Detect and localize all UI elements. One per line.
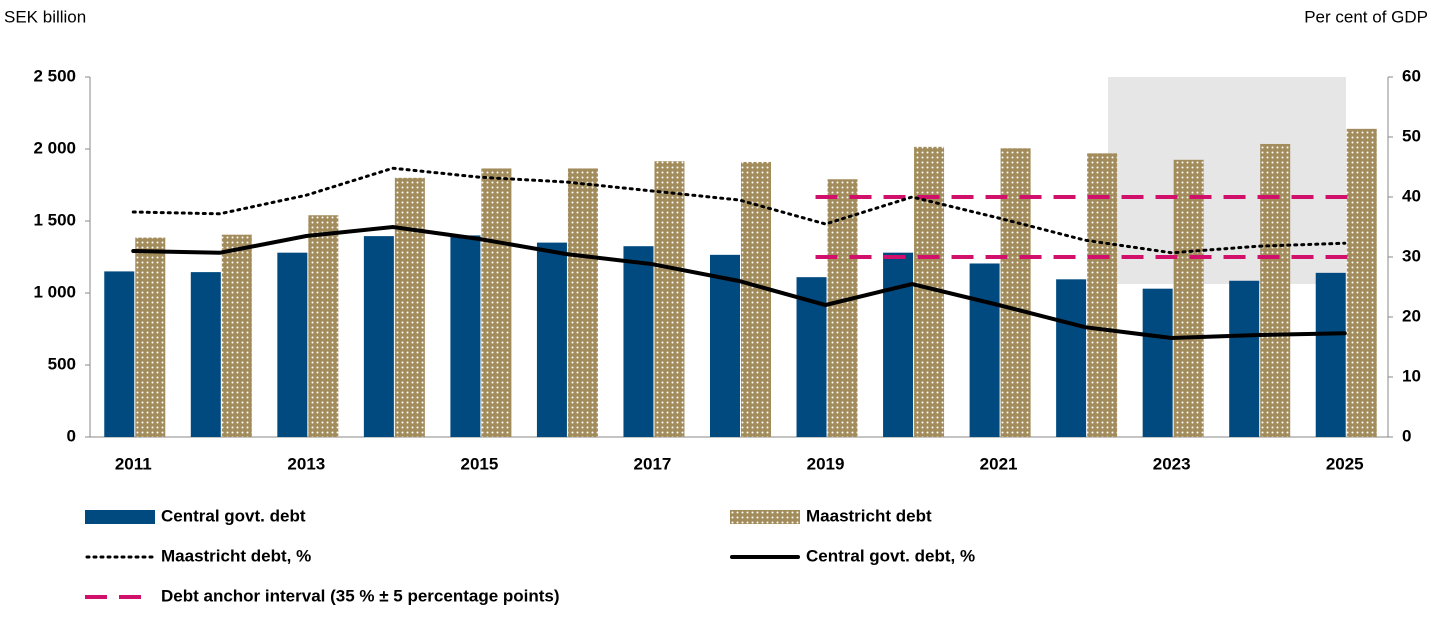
bar [623, 246, 654, 437]
y-axis-title: SEK billion [4, 7, 86, 26]
legend-swatch [85, 510, 155, 524]
bar [1056, 279, 1087, 437]
y2-tick-label: 40 [1402, 186, 1421, 205]
x-tick-label: 2025 [1326, 454, 1364, 473]
legend-label: Maastricht debt, % [161, 546, 311, 565]
y-tick-label: 0 [67, 426, 76, 445]
bar [394, 177, 425, 438]
bar [1000, 148, 1031, 437]
bar [710, 254, 740, 437]
bar [1346, 128, 1377, 437]
y2-tick-label: 30 [1402, 246, 1421, 265]
y2-axis-title: Per cent of GDP [1304, 7, 1428, 26]
bar [1315, 272, 1346, 437]
bar [135, 237, 166, 437]
bar [741, 161, 771, 437]
y-tick-label: 2 000 [33, 138, 76, 157]
forecast-shade [1108, 77, 1346, 284]
legend-label: Central govt. debt, % [806, 546, 975, 565]
y2-tick-label: 10 [1402, 366, 1421, 385]
bar [536, 242, 567, 437]
bar [1142, 288, 1173, 437]
bar [883, 252, 914, 437]
bar [308, 215, 339, 437]
x-tick-label: 2023 [1153, 454, 1191, 473]
bar [221, 234, 252, 437]
bar [567, 168, 598, 437]
bar [481, 168, 512, 437]
line-series [131, 224, 1347, 341]
bar [654, 161, 685, 438]
x-tick-label: 2013 [287, 454, 325, 473]
bar [450, 235, 481, 437]
y-tick-label: 2 500 [33, 66, 76, 85]
x-tick-label: 2021 [980, 454, 1018, 473]
x-tick-label: 2019 [807, 454, 845, 473]
y2-tick-label: 50 [1402, 126, 1421, 145]
bar [363, 236, 394, 437]
y-tick-label: 1 000 [33, 282, 76, 301]
bar [190, 272, 221, 437]
bar [969, 263, 1000, 437]
legend-swatch [730, 510, 800, 524]
legend-label: Debt anchor interval (35 % ± 5 percentag… [161, 586, 560, 605]
bar [1087, 153, 1118, 437]
x-tick-label: 2011 [115, 454, 152, 473]
bar [104, 271, 135, 437]
line-series [131, 166, 1347, 255]
y2-tick-label: 20 [1402, 306, 1421, 325]
y-tick-label: 1 500 [33, 210, 76, 229]
y2-tick-label: 60 [1402, 66, 1421, 85]
legend-label: Maastricht debt [806, 506, 932, 525]
legend-label: Central govt. debt [161, 506, 306, 525]
bar [1173, 159, 1204, 438]
x-tick-label: 2017 [634, 454, 672, 473]
bar [277, 252, 308, 437]
y2-tick-label: 0 [1402, 426, 1411, 445]
x-tick-label: 2015 [460, 454, 498, 473]
bar [1229, 280, 1260, 437]
y-tick-label: 500 [48, 354, 76, 373]
bar [1260, 143, 1291, 437]
